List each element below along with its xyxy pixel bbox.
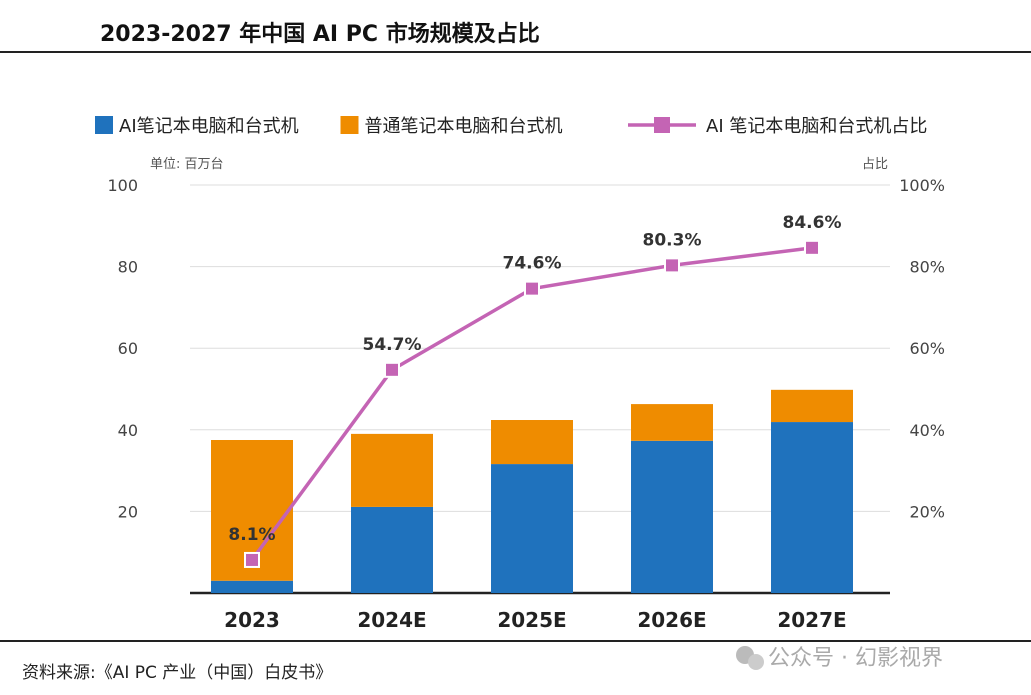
x-tick-label: 2024E [357, 608, 426, 632]
y-tick-label: 20 [118, 502, 138, 521]
share-marker [244, 551, 260, 568]
y-right-tick-label: 20% [909, 502, 945, 521]
bar-ai [351, 506, 433, 593]
share-marker [804, 239, 820, 256]
y-right-tick-label: 80% [909, 258, 945, 277]
data-label: 74.6% [503, 254, 562, 274]
legend-label: AI笔记本电脑和台式机 [119, 116, 299, 137]
share-marker [664, 257, 680, 274]
data-label: 8.1% [228, 525, 275, 545]
y-axis-label: 单位: 百万台 [150, 157, 224, 172]
legend-label: 普通笔记本电脑和台式机 [365, 116, 563, 137]
bar-regular [351, 433, 433, 507]
legend-label: AI 笔记本电脑和台式机占比 [706, 116, 927, 137]
y-tick-label: 40 [118, 421, 138, 440]
data-label: 54.7% [363, 335, 422, 355]
data-label: 84.6% [783, 213, 842, 233]
x-tick-label: 2025E [497, 608, 566, 632]
legend-swatch [340, 116, 359, 134]
y-right-tick-label: 100% [899, 176, 945, 195]
share-marker [524, 280, 540, 297]
y-axis-right-label: 占比 [862, 157, 888, 172]
legend: AI笔记本电脑和台式机 普通笔记本电脑和台式机 AI 笔记本电脑和台式机占比 [95, 116, 927, 137]
y-right-tick-label: 60% [909, 339, 945, 358]
bar-regular [631, 404, 713, 441]
x-tick-label: 2027E [777, 608, 846, 632]
watermark: 公众号 · 幻影视界 [736, 646, 943, 671]
bar-regular [491, 420, 573, 465]
bar-ai [631, 440, 713, 593]
x-tick-label: 2023 [224, 608, 280, 632]
bar-ai [491, 464, 573, 593]
chart-title: 2023-2027 年中国 AI PC 市场规模及占比 [100, 21, 540, 47]
bar-ai [771, 422, 853, 593]
x-tick-label: 2026E [637, 608, 706, 632]
bar-ai [211, 580, 293, 593]
svg-text:公众号 · 幻影视界: 公众号 · 幻影视界 [768, 646, 943, 671]
y-tick-label: 100 [107, 176, 138, 195]
y-right-tick-label: 40% [909, 421, 945, 440]
source-note: 资料来源:《AI PC 产业（中国）白皮书》 [22, 663, 332, 683]
share-marker [384, 361, 400, 378]
y-tick-label: 80 [118, 258, 138, 277]
data-label: 80.3% [643, 230, 702, 250]
bar-regular [771, 389, 853, 423]
legend-swatch [95, 116, 113, 134]
legend-marker [654, 117, 670, 133]
y-tick-label: 60 [118, 339, 138, 358]
